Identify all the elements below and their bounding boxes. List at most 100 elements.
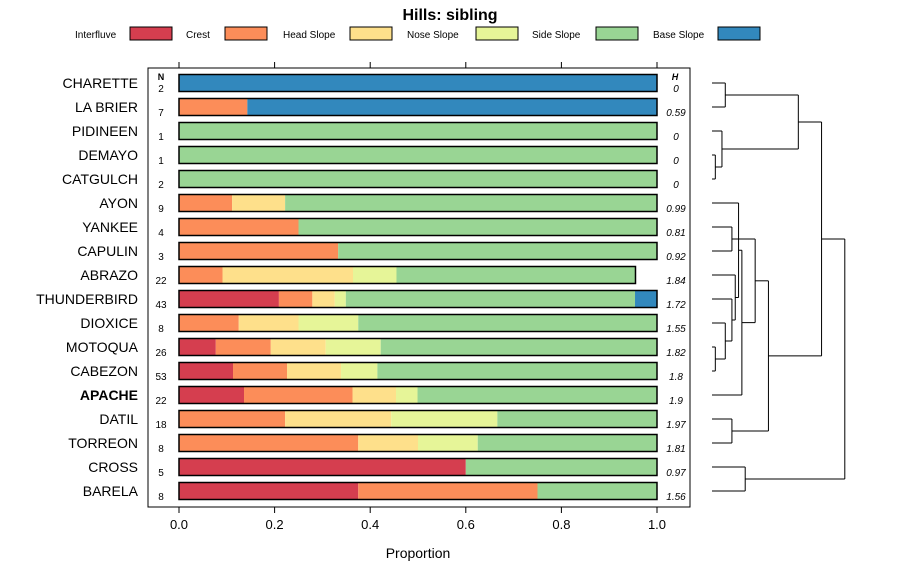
row-label-cabezon: CABEZON: [70, 363, 138, 379]
n-value-pidineen: 1: [158, 132, 164, 143]
h-value-dioxice: 1.55: [666, 324, 686, 335]
n-value-catgulch: 2: [158, 180, 164, 191]
row-label-demayo: DEMAYO: [78, 147, 138, 163]
bar-segment-demayo-side-slope: [179, 146, 657, 164]
x-axis-label: Proportion: [386, 545, 451, 561]
n-value-motoqua: 26: [155, 348, 167, 359]
row-label-abrazo: ABRAZO: [80, 267, 138, 283]
bar-segment-cross-side-slope: [465, 458, 657, 476]
h-value-pidineen: 0: [673, 132, 679, 143]
h-value-la-brier: 0.59: [666, 108, 686, 119]
bar-segment-la-brier-base-slope: [247, 98, 657, 116]
row-labels: CHARETTE LA BRIER PIDINEEN DEMAYO CATGULCH AY…: [36, 75, 139, 499]
row-label-yankee: YANKEE: [82, 219, 138, 235]
h-value-yankee: 0.81: [666, 228, 685, 239]
n-value-barela: 8: [158, 492, 164, 503]
bar-segment-apache-interfluve: [179, 386, 245, 404]
row-label-charette: CHARETTE: [63, 75, 138, 91]
bar-segment-torreon-head-slope: [358, 434, 418, 452]
h-column: H 0 0.59 0 0 0 0.99 0.81 0.92 1.84 1.72 1.55 1.82 1.8…: [666, 72, 686, 503]
legend-label-interfluve: Interfluve: [75, 30, 117, 41]
h-value-demayo: 0: [673, 156, 679, 167]
row-label-dioxice: DIOXICE: [80, 315, 138, 331]
bar-segment-dioxice-head-slope: [238, 314, 299, 332]
bar-outline-torreon: [178, 433, 658, 453]
h-value-datil: 1.97: [666, 420, 686, 431]
bar-segment-torreon-nose-slope: [418, 434, 478, 452]
x-tick-label-0-2: 0.2: [266, 517, 284, 532]
bar-outline-motoqua: [178, 337, 658, 357]
n-value-cross: 5: [158, 468, 164, 479]
x-axis: 0.0 0.2 0.4 0.6 0.8 1.0: [170, 62, 666, 532]
n-value-ayon: 9: [158, 204, 164, 215]
bar-outline-catgulch: [178, 169, 658, 189]
row-label-datil: DATIL: [99, 411, 138, 427]
bar-segment-thunderbird-base-slope: [635, 290, 657, 308]
bar-segment-dioxice-crest: [179, 314, 239, 332]
bar-segment-abrazo-head-slope: [222, 266, 353, 284]
bar-segment-thunderbird-nose-slope: [334, 290, 346, 308]
bar-outline-demayo: [178, 145, 658, 165]
bar-segment-datil-head-slope: [285, 410, 392, 428]
bar-segment-abrazo-crest: [179, 266, 223, 284]
bar-segment-apache-head-slope: [352, 386, 397, 404]
row-label-catgulch: CATGULCH: [62, 171, 138, 187]
bar-segment-torreon-crest: [179, 434, 359, 452]
h-value-barela: 1.56: [666, 492, 686, 503]
bar-segment-motoqua-head-slope: [270, 338, 326, 356]
h-value-cross: 0.97: [666, 468, 686, 479]
bar-outline-capulin: [178, 241, 658, 261]
x-tick-label-0-0: 0.0: [170, 517, 188, 532]
bar-outline-pidineen: [178, 121, 658, 141]
bar-outline-abrazo: [178, 265, 637, 285]
bar-outline-ayon: [178, 193, 658, 213]
bar-outline-cross: [178, 457, 658, 477]
n-value-apache: 22: [155, 396, 167, 407]
n-value-charette: 2: [158, 84, 164, 95]
legend-label-head-slope: Head Slope: [283, 30, 336, 41]
bar-segment-thunderbird-side-slope: [345, 290, 636, 308]
bars: [178, 73, 658, 501]
n-value-datil: 18: [155, 420, 167, 431]
n-value-capulin: 3: [158, 252, 164, 263]
bar-segment-catgulch-side-slope: [179, 170, 657, 188]
legend-label-nose-slope: Nose Slope: [407, 30, 459, 41]
dendrogram: [712, 82, 846, 492]
bar-segment-apache-nose-slope: [396, 386, 418, 404]
n-value-yankee: 4: [158, 228, 164, 239]
bar-segment-yankee-side-slope: [298, 218, 657, 236]
n-column-header: N: [158, 72, 165, 82]
bar-segment-abrazo-nose-slope: [352, 266, 397, 284]
legend-swatch-interfluve: [129, 26, 173, 41]
h-value-catgulch: 0: [673, 180, 679, 191]
chart-title: Hills: sibling: [402, 7, 497, 24]
bar-segment-cabezon-head-slope: [287, 362, 342, 380]
bar-segment-motoqua-crest: [215, 338, 271, 356]
n-value-cabezon: 53: [155, 372, 167, 383]
legend: Interfluve Crest Head Slope Nose Slope Side …: [75, 26, 761, 41]
bar-segment-cabezon-nose-slope: [341, 362, 378, 380]
legend-swatch-base-slope: [717, 26, 761, 41]
row-label-pidineen: PIDINEEN: [72, 123, 138, 139]
bar-segment-cabezon-crest: [233, 362, 288, 380]
bar-segment-apache-crest: [244, 386, 353, 404]
x-tick-label-0-4: 0.4: [361, 517, 379, 532]
h-value-motoqua: 1.82: [666, 348, 686, 359]
legend-label-side-slope: Side Slope: [532, 30, 581, 41]
row-label-cross: CROSS: [88, 459, 138, 475]
bar-segment-ayon-side-slope: [285, 194, 657, 212]
bar-outline-la-brier: [178, 97, 658, 117]
bar-segment-thunderbird-head-slope: [312, 290, 335, 308]
bar-segment-motoqua-nose-slope: [325, 338, 381, 356]
x-tick-label-0-6: 0.6: [457, 517, 475, 532]
h-value-charette: 0: [673, 84, 679, 95]
panel-frame: [147, 67, 691, 508]
h-value-apache: 1.9: [669, 396, 683, 407]
bar-segment-datil-side-slope: [497, 410, 657, 428]
n-value-torreon: 8: [158, 444, 164, 455]
row-label-ayon: AYON: [99, 195, 138, 211]
bar-segment-barela-side-slope: [537, 482, 657, 500]
bar-segment-yankee-crest: [179, 218, 299, 236]
bar-segment-barela-interfluve: [179, 482, 359, 500]
